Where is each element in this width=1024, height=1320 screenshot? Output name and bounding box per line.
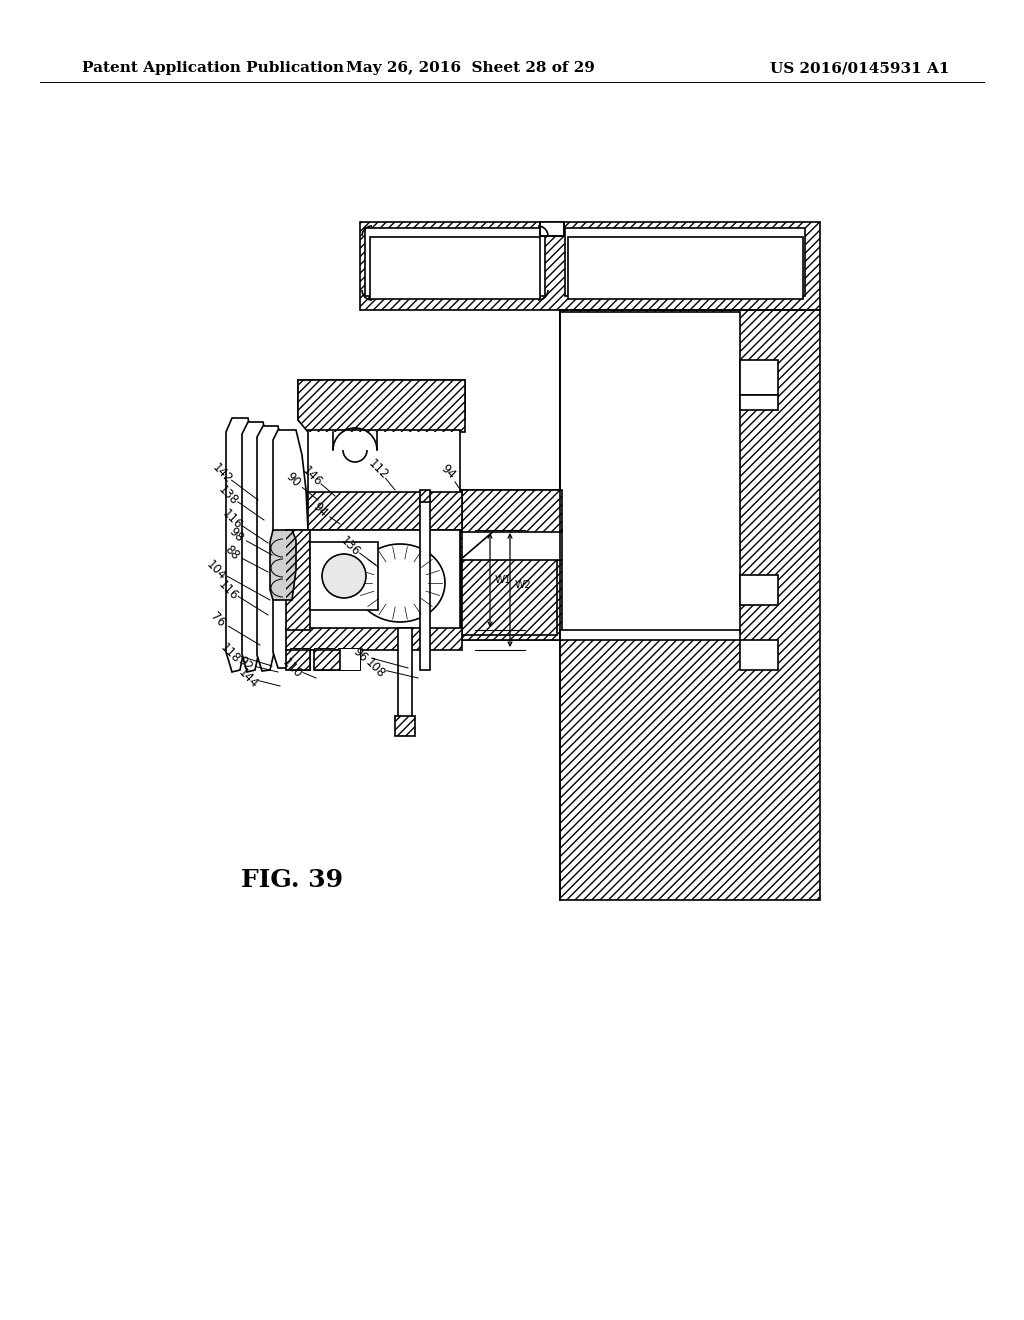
Text: 118: 118: [217, 640, 243, 665]
Bar: [308, 430, 460, 601]
Text: 138: 138: [215, 483, 241, 507]
Polygon shape: [286, 649, 310, 671]
Polygon shape: [257, 426, 293, 671]
Polygon shape: [460, 531, 562, 560]
Text: 116: 116: [215, 577, 241, 602]
Polygon shape: [420, 490, 430, 502]
Polygon shape: [286, 628, 462, 649]
Bar: [290, 531, 460, 630]
Bar: [310, 543, 378, 610]
Circle shape: [322, 554, 366, 598]
Text: 94: 94: [310, 500, 330, 520]
Text: 136: 136: [338, 533, 362, 558]
Bar: [740, 395, 778, 411]
Text: 108: 108: [362, 656, 387, 681]
Polygon shape: [314, 649, 340, 671]
Polygon shape: [308, 492, 462, 531]
Text: 98: 98: [226, 525, 246, 545]
Polygon shape: [273, 430, 308, 668]
Polygon shape: [270, 531, 296, 601]
Polygon shape: [462, 492, 560, 531]
Polygon shape: [462, 490, 562, 532]
Bar: [565, 228, 805, 296]
Polygon shape: [226, 418, 262, 672]
Bar: [568, 238, 803, 300]
Polygon shape: [360, 222, 820, 310]
Text: 110: 110: [280, 656, 304, 681]
Polygon shape: [298, 380, 465, 432]
Text: 76: 76: [208, 610, 228, 630]
Polygon shape: [460, 490, 562, 640]
Bar: [365, 228, 545, 296]
Bar: [398, 628, 412, 718]
Polygon shape: [286, 531, 310, 630]
Polygon shape: [298, 380, 465, 430]
Polygon shape: [395, 715, 415, 737]
Text: 116: 116: [219, 507, 245, 532]
Bar: [314, 648, 334, 671]
Text: 112: 112: [366, 457, 390, 482]
Text: 146: 146: [299, 463, 325, 488]
Ellipse shape: [355, 544, 445, 622]
Bar: [370, 238, 540, 300]
Polygon shape: [560, 310, 820, 900]
Text: 92: 92: [236, 655, 255, 675]
Bar: [740, 360, 778, 395]
Bar: [462, 495, 557, 635]
Bar: [338, 648, 360, 671]
Text: US 2016/0145931 A1: US 2016/0145931 A1: [770, 61, 950, 75]
Text: 90: 90: [284, 470, 303, 490]
Polygon shape: [242, 422, 278, 672]
Bar: [420, 500, 430, 671]
Text: W1: W1: [495, 576, 512, 585]
Bar: [560, 630, 740, 640]
Bar: [540, 222, 564, 236]
Polygon shape: [462, 560, 562, 640]
Text: 94: 94: [438, 462, 458, 482]
Text: 96: 96: [350, 645, 370, 665]
Text: 142: 142: [210, 461, 234, 486]
Bar: [290, 648, 310, 671]
Text: 104: 104: [204, 557, 228, 582]
Text: 88: 88: [222, 544, 242, 562]
Bar: [740, 576, 778, 605]
Text: FIG. 39: FIG. 39: [241, 869, 343, 892]
Text: 144: 144: [236, 665, 260, 690]
Text: W2: W2: [515, 579, 531, 590]
Text: Patent Application Publication: Patent Application Publication: [82, 61, 344, 75]
Bar: [740, 640, 778, 671]
Text: May 26, 2016  Sheet 28 of 29: May 26, 2016 Sheet 28 of 29: [345, 61, 595, 75]
Bar: [560, 312, 740, 632]
